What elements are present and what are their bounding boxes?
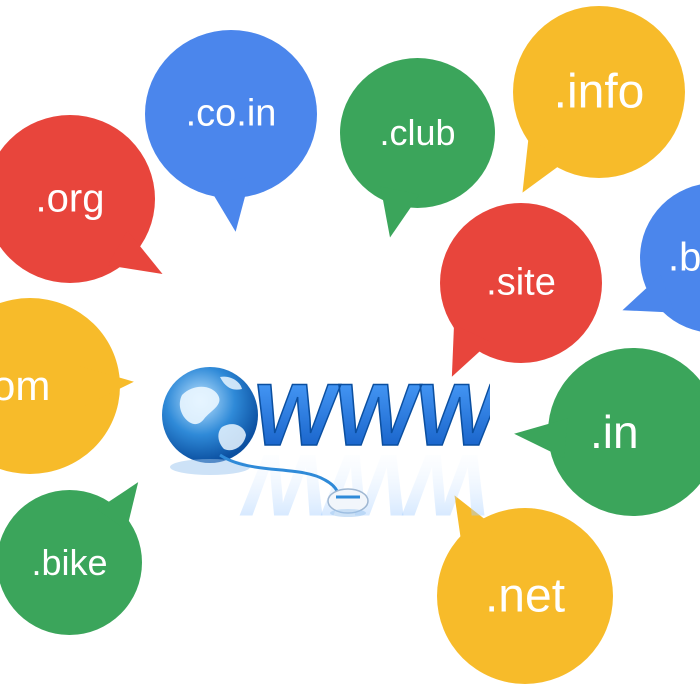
mouse-icon [327, 488, 369, 517]
bubble-label: om [0, 362, 51, 409]
bubble-tail [370, 186, 420, 242]
bubble-label: .info [553, 65, 645, 119]
bubble-label: .bike [31, 541, 108, 583]
www-reflection: WWW [237, 436, 490, 525]
bubble-tail [503, 138, 567, 204]
bubble-tail [206, 177, 258, 235]
bubble-b: .b [615, 183, 700, 333]
www-letters: WWW [247, 365, 490, 464]
bubble-tail [107, 230, 173, 292]
bubble-tail [615, 274, 675, 330]
bubble-tail [512, 413, 568, 459]
bubble-site: .site [433, 203, 602, 386]
bubble-org: .org [0, 115, 173, 292]
bubble-bike: .bike [0, 471, 153, 635]
bubble-label: .net [484, 569, 566, 623]
bubble-label: .in [590, 406, 639, 458]
globe-icon [162, 367, 258, 475]
bubble-label: .site [486, 261, 556, 304]
bubble-label: .b [668, 235, 700, 280]
bubble-net: .net [437, 485, 613, 684]
bubble-label: .club [379, 112, 456, 153]
bubble-label: .co.in [185, 92, 277, 135]
bubble-com: om [0, 298, 136, 474]
bubble-info: .info [503, 6, 685, 204]
bubble-tail [97, 471, 153, 531]
bubble-label: .org [35, 176, 105, 221]
www-art-svg: WWW WWW [162, 365, 507, 535]
bubble-club: .club [340, 58, 495, 242]
bubble-in: .in [512, 348, 700, 516]
bubble-co-in: .co.in [145, 30, 317, 235]
www-illustration: WWW WWW [160, 355, 507, 535]
